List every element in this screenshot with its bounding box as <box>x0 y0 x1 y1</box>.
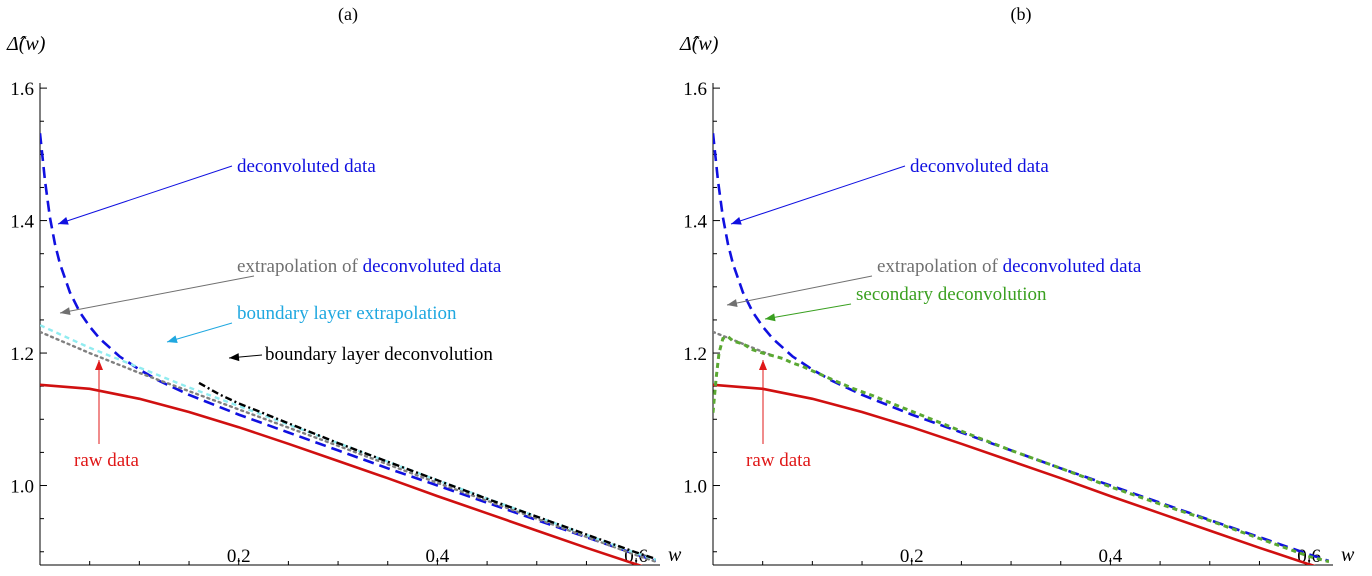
annotation-text: secondary deconvolution <box>856 284 1047 305</box>
x-axis-label: w <box>1341 544 1355 566</box>
series-raw <box>713 383 1316 565</box>
annotation-raw: raw data <box>746 450 811 471</box>
annotation-text: deconvoluted data <box>363 256 502 277</box>
y-axis-label: Δ̂(w) <box>6 33 46 55</box>
annotation-prefix: extrapolation of <box>877 256 1003 277</box>
y-tick-label: 1.0 <box>10 477 34 498</box>
annotation-arrowhead-extrap <box>727 299 738 307</box>
annotation-raw: raw data <box>74 450 139 471</box>
y-tick-label: 1.2 <box>10 344 34 365</box>
annotation-arrow-deconv <box>730 165 906 225</box>
y-axis-label: Δ̂(w) <box>679 33 719 55</box>
annotation-text: boundary layer extrapolation <box>237 303 457 324</box>
annotation-secondary: secondary deconvolution <box>856 284 1047 305</box>
annotation-bl-deconv: boundary layer deconvolution <box>265 344 493 365</box>
annotation-arrow-deconv <box>57 165 233 225</box>
annotation-deconv: deconvoluted data <box>910 156 1049 177</box>
annotation-arrow-extrap <box>59 275 255 314</box>
panel-a: (a)Δ̂(w)w0.2 0.4 0.61.01.21.41.6deconvolut… <box>6 4 682 567</box>
panel-b: (b)Δ̂(w)w0.2 0.4 0.61.01.21.41.6deconvolut… <box>679 4 1355 567</box>
x-axis-label: w <box>668 544 682 566</box>
annotation-bl-extrap: boundary layer extrapolation <box>237 303 457 324</box>
y-tick-label: 1.0 <box>683 477 707 498</box>
annotation-text: boundary layer deconvolution <box>265 344 493 365</box>
series-raw <box>40 383 643 565</box>
series-deconv <box>713 133 1329 563</box>
annotation-arrowhead-deconv <box>58 217 69 225</box>
panel-title: (a) <box>338 4 358 25</box>
y-tick-label: 1.4 <box>683 212 707 233</box>
x-tick-label: 0.4 <box>426 546 450 567</box>
annotation-text: deconvoluted data <box>237 156 376 177</box>
series-bl-deconv <box>198 381 656 561</box>
annotation-arrow-bl-extrap <box>166 322 233 343</box>
annotation-text: raw data <box>74 450 139 471</box>
x-tick-label: 0.4 <box>1099 546 1123 567</box>
annotation-arrowhead-raw <box>95 360 103 370</box>
annotation-text: deconvoluted data <box>910 156 1049 177</box>
annotation-arrowhead-bl-deconv <box>229 353 240 362</box>
annotation-arrowhead-raw <box>759 360 767 370</box>
y-tick-label: 1.6 <box>10 79 34 100</box>
annotation-arrowhead-extrap <box>60 307 71 316</box>
annotation-extrap: extrapolation of deconvoluted data <box>237 256 502 277</box>
panel-title: (b) <box>1011 4 1032 25</box>
annotation-deconv: deconvoluted data <box>237 156 376 177</box>
annotation-extrap: extrapolation of deconvoluted data <box>877 256 1142 277</box>
annotation-arrowhead-deconv <box>731 217 742 225</box>
y-tick-label: 1.4 <box>10 212 34 233</box>
x-tick-label: 0.2 <box>227 546 251 567</box>
series-secondary <box>713 334 1329 564</box>
y-tick-label: 1.6 <box>683 79 707 100</box>
annotation-text: deconvoluted data <box>1003 256 1142 277</box>
annotation-arrowhead-bl-extrap <box>167 335 178 344</box>
annotation-text: raw data <box>746 450 811 471</box>
annotation-prefix: extrapolation of <box>237 256 363 277</box>
annotation-arrow-extrap <box>726 275 873 306</box>
y-tick-label: 1.2 <box>683 344 707 365</box>
annotation-arrowhead-secondary <box>765 313 776 322</box>
annotation-arrow-secondary <box>764 303 852 320</box>
series-extrap <box>40 330 656 563</box>
x-tick-label: 0.2 <box>900 546 924 567</box>
